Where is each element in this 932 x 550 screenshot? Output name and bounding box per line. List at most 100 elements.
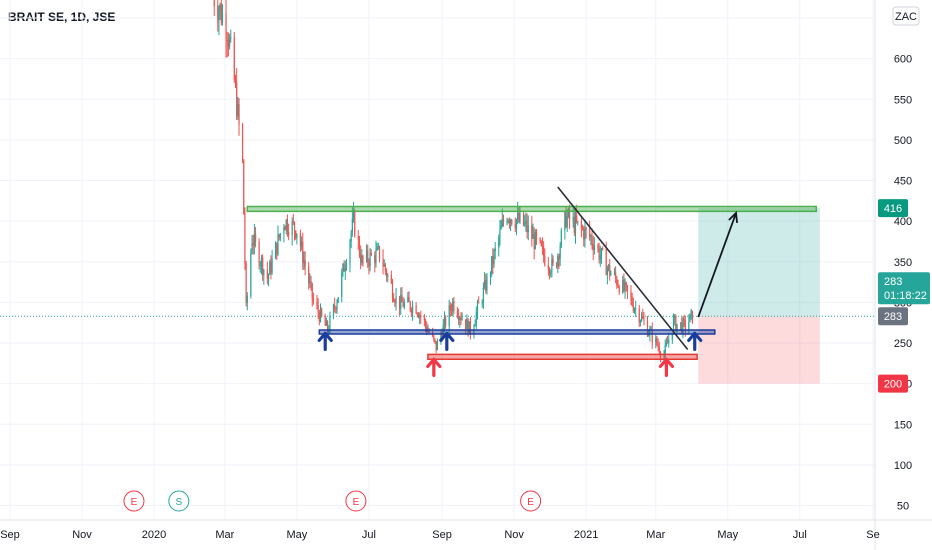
candle-body [544, 255, 546, 266]
candle-body [674, 315, 676, 319]
candle-body [419, 315, 421, 318]
candle-body [550, 272, 552, 274]
candle-body [489, 274, 492, 277]
candle-body [533, 234, 535, 250]
candle-body [675, 315, 677, 331]
candle-body [509, 219, 512, 223]
candle-body [572, 216, 574, 220]
candle-body [376, 247, 378, 251]
candle-body [443, 317, 446, 325]
candle-body [615, 272, 617, 279]
candle-body [277, 234, 279, 255]
candle-body [559, 246, 561, 260]
candle-body [316, 301, 318, 306]
candle-body [657, 344, 659, 347]
candle-body [321, 308, 323, 317]
candle-body [357, 236, 359, 240]
candle-body [286, 219, 289, 233]
up-arrow-blue [687, 331, 703, 351]
candle-body [237, 103, 239, 117]
candle-body [565, 211, 567, 227]
candle-body [312, 298, 315, 302]
candle-body [266, 269, 268, 279]
up-arrow-blue [439, 331, 455, 351]
candle-body [336, 302, 338, 310]
x-tick-label: Jul [793, 529, 807, 541]
x-tick-label: Mar [215, 529, 234, 541]
candle-body [365, 250, 368, 260]
candle-body [475, 312, 477, 324]
cursor-price-label-bg [878, 307, 908, 326]
candle-body [474, 323, 476, 327]
candle-body [514, 224, 516, 229]
candle-body [642, 316, 644, 319]
candle-body [258, 241, 260, 266]
candle-body [576, 215, 578, 222]
candle-body [449, 305, 451, 311]
candle-body [459, 317, 461, 320]
time-axis[interactable]: Sep Nov 2020 Mar May Jul Sep Nov 2021 Mar May Jul Se [0, 519, 932, 541]
candle-body [541, 245, 544, 247]
candle-body [639, 320, 642, 323]
candle-body [352, 210, 355, 219]
candle-body [624, 282, 626, 291]
candle-body [285, 219, 287, 231]
candle-body [632, 304, 634, 312]
candle-body [250, 253, 252, 296]
candle-body [577, 221, 579, 223]
y-tick-label: 350 [894, 257, 912, 269]
candle-body [655, 337, 657, 343]
candle-body [679, 322, 682, 324]
candle-body [568, 209, 571, 220]
candle-body [617, 285, 619, 287]
candle-body [658, 346, 660, 353]
candle-body [581, 227, 584, 230]
candle-body [511, 219, 513, 225]
candle-body [350, 232, 352, 242]
candle-body [665, 342, 667, 346]
up-arrow-blue [317, 331, 333, 351]
candle-body [267, 274, 270, 279]
candle-body [236, 82, 238, 117]
candle-body [592, 243, 594, 251]
candle-body [540, 241, 542, 246]
candle-body [643, 318, 645, 321]
candle-body [342, 264, 344, 273]
x-tick-label: Sep [432, 529, 452, 541]
currency-box[interactable]: ZAC [892, 6, 920, 26]
candle-body [311, 283, 313, 299]
candle-body [465, 319, 467, 329]
candle-body [633, 308, 636, 312]
x-tick-label: Jul [362, 529, 376, 541]
candle-body [452, 300, 454, 312]
candle-body [217, 6, 219, 21]
candle-body [220, 3, 222, 23]
candle-body [433, 335, 435, 340]
candle-body [524, 222, 526, 225]
x-tick-label: 2021 [574, 529, 598, 541]
candle-body [691, 310, 693, 323]
candle-body [253, 233, 255, 246]
candle-body [517, 212, 519, 220]
candle-body [648, 334, 650, 336]
event-marker [168, 490, 190, 512]
candle-body [374, 255, 376, 264]
candle-body [448, 305, 450, 326]
y-tick-label: 600 [894, 54, 912, 66]
candle-body [428, 330, 430, 333]
resistance-zone [246, 205, 818, 213]
candle-body [458, 316, 460, 320]
candle-body [213, 0, 215, 7]
trendline [557, 186, 689, 350]
candle-body [358, 239, 361, 255]
candle-body [476, 302, 479, 313]
y-tick-label: 400 [894, 216, 912, 228]
candle-body [498, 237, 500, 248]
candle-body [368, 262, 370, 267]
candle-body [547, 265, 549, 270]
candle-body [584, 227, 586, 240]
grid-lines [0, 0, 875, 520]
candle-body [445, 317, 447, 326]
candle-body [518, 212, 520, 222]
